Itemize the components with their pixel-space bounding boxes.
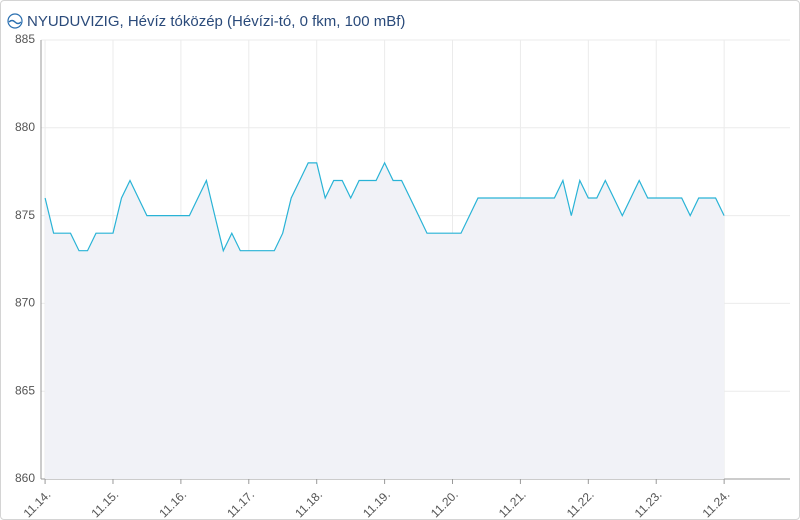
x-tick-label: 11.22.	[564, 487, 597, 519]
logo-icon	[7, 13, 23, 29]
y-tick-label: 865	[15, 383, 35, 397]
x-tick-label: 11.21.	[496, 487, 529, 519]
y-tick-label: 875	[15, 208, 35, 222]
y-tick-label: 860	[15, 471, 35, 485]
x-tick-label: 11.15.	[88, 487, 121, 519]
x-tick-label: 11.24.	[700, 487, 733, 519]
x-tick-label: 11.23.	[632, 487, 665, 519]
x-tick-label: 11.17.	[224, 487, 257, 519]
chart-title: NYUDUVIZIG, Hévíz tóközép (Hévízi-tó, 0 …	[27, 13, 405, 30]
y-tick-label: 870	[15, 296, 35, 310]
x-tick-label: 11.18.	[292, 487, 325, 519]
line	[44, 161, 725, 253]
x-tick-label: 11.16.	[156, 487, 189, 519]
area	[45, 162, 725, 479]
x-tick-label: 11.20.	[428, 487, 461, 519]
y-tick-label: 880	[15, 120, 35, 134]
y-tick-label: 885	[15, 32, 35, 46]
x-tick-label: 11.14.	[21, 487, 54, 519]
x-tick-label: 11.19.	[360, 487, 393, 519]
